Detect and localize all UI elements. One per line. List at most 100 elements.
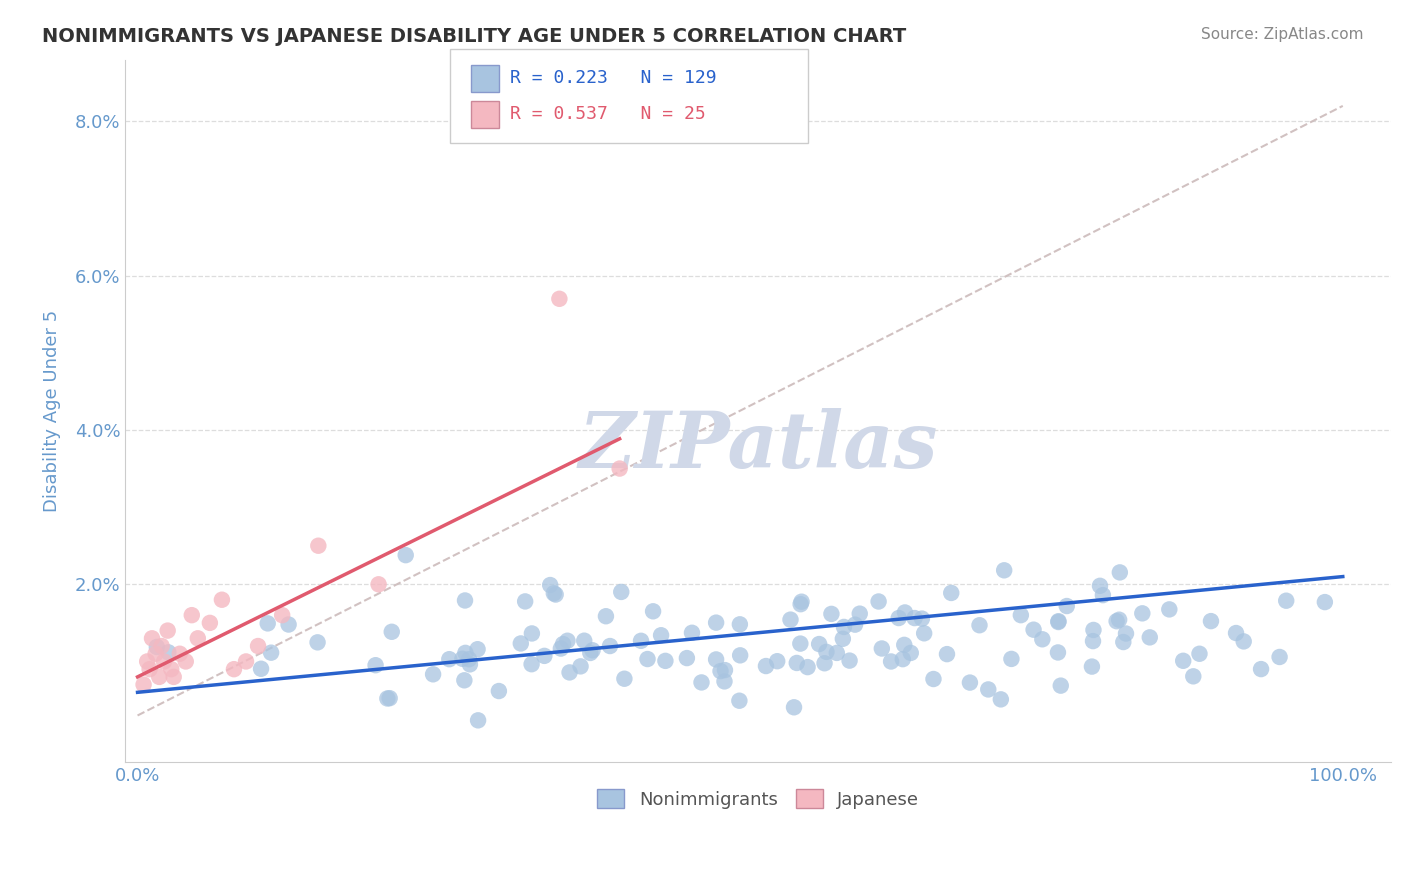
Point [713, 674, 735, 689]
Point [912, 626, 935, 640]
Point [893, 638, 915, 652]
Point [451, 652, 474, 666]
Point [256, 616, 278, 631]
Point [844, 617, 866, 632]
Point [832, 620, 855, 634]
Point [156, 624, 179, 638]
Point [1031, 632, 1053, 647]
Text: NONIMMIGRANTS VS JAPANESE DISABILITY AGE UNDER 5 CORRELATION CHART: NONIMMIGRANTS VS JAPANESE DISABILITY AGE… [42, 27, 907, 45]
Point [1199, 614, 1222, 628]
Point [222, 662, 245, 676]
Point [467, 642, 489, 657]
Point [599, 639, 621, 653]
Point [595, 609, 617, 624]
Point [533, 648, 555, 663]
Point [558, 665, 581, 680]
Point [690, 675, 713, 690]
Point [1108, 613, 1130, 627]
Point [630, 633, 652, 648]
Point [887, 611, 910, 625]
Point [146, 640, 169, 654]
Point [650, 628, 672, 642]
Point [515, 594, 537, 608]
Point [755, 659, 778, 673]
Point [808, 637, 831, 651]
Point [157, 645, 180, 659]
Point [848, 607, 870, 621]
Point [163, 670, 186, 684]
Point [569, 659, 592, 673]
Point [820, 607, 842, 621]
Point [1083, 623, 1105, 637]
Point [1225, 626, 1247, 640]
Point [550, 641, 572, 656]
Point [509, 636, 531, 650]
Point [187, 632, 209, 646]
Point [520, 657, 543, 672]
Point [704, 652, 727, 666]
Point [880, 655, 903, 669]
Point [714, 663, 737, 677]
Point [1250, 662, 1272, 676]
Point [789, 637, 811, 651]
Point [544, 588, 567, 602]
Y-axis label: Disability Age Under 5: Disability Age Under 5 [44, 310, 60, 512]
Point [894, 606, 917, 620]
Point [838, 654, 860, 668]
Point [779, 613, 801, 627]
Point [815, 645, 838, 659]
Point [174, 655, 197, 669]
Point [458, 657, 481, 672]
Text: ZIPatlas: ZIPatlas [578, 408, 938, 484]
Text: R = 0.537   N = 25: R = 0.537 N = 25 [510, 105, 706, 123]
Point [613, 672, 636, 686]
Point [307, 635, 329, 649]
Point [538, 578, 561, 592]
Point [1182, 669, 1205, 683]
Point [870, 641, 893, 656]
Point [364, 658, 387, 673]
Point [1056, 599, 1078, 613]
Point [548, 292, 571, 306]
Point [520, 626, 543, 640]
Point [1047, 615, 1070, 629]
Point [1081, 659, 1104, 673]
Point [1233, 634, 1256, 648]
Point [1091, 588, 1114, 602]
Point [868, 594, 890, 608]
Point [377, 691, 399, 706]
Point [1046, 645, 1069, 659]
Text: Source: ZipAtlas.com: Source: ZipAtlas.com [1201, 27, 1364, 42]
Point [993, 563, 1015, 577]
Point [969, 618, 991, 632]
Point [796, 660, 818, 674]
Point [1115, 626, 1137, 640]
Point [922, 672, 945, 686]
Point [367, 577, 389, 591]
Point [900, 646, 922, 660]
Point [381, 624, 404, 639]
Point [1022, 623, 1045, 637]
Point [198, 615, 221, 630]
Point [169, 647, 191, 661]
Point [641, 604, 664, 618]
Point [160, 662, 183, 676]
Point [1139, 631, 1161, 645]
Point [813, 657, 835, 671]
Point [911, 612, 934, 626]
Point [783, 700, 806, 714]
Point [1268, 650, 1291, 665]
Point [831, 632, 853, 646]
Point [1275, 593, 1298, 607]
Point [551, 637, 574, 651]
Point [637, 652, 659, 666]
Point [467, 714, 489, 728]
Point [579, 646, 602, 660]
Point [654, 654, 676, 668]
Point [1105, 614, 1128, 628]
Point [1088, 579, 1111, 593]
Point [439, 652, 461, 666]
Point [271, 608, 294, 623]
Point [141, 632, 163, 646]
Point [581, 643, 603, 657]
